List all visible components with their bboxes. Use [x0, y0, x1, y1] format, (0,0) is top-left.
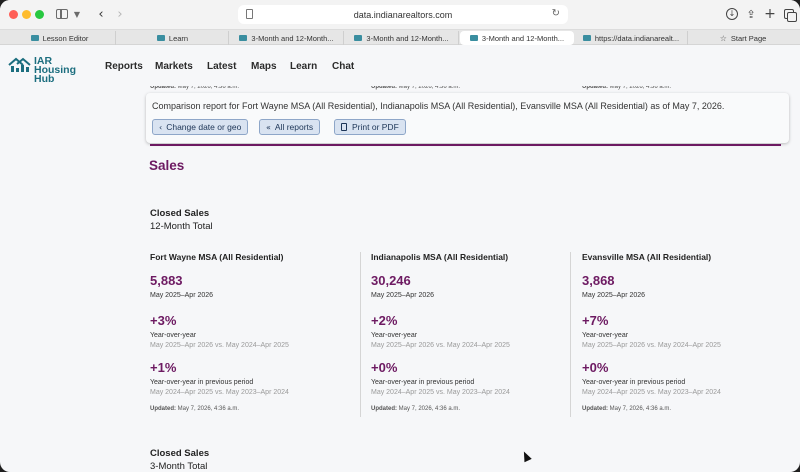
- updated-note: Updated: May 7, 2026, 4:36 a.m.: [150, 406, 240, 412]
- site-favicon-icon: [582, 35, 591, 41]
- reload-icon[interactable]: ↻: [551, 8, 560, 19]
- yoy-label: Year-over-year: [371, 332, 418, 339]
- yoy-prev-label: Year-over-year in previous period: [150, 379, 254, 386]
- nav-learn[interactable]: Learn: [290, 61, 318, 72]
- logo-text: IAR Housing Hub: [34, 55, 76, 85]
- share-icon[interactable]: ⇪: [746, 7, 756, 21]
- browser-toolbar: ▼ ‹ › data.indianarealtors.com ↻ ↓ ⇪ +: [0, 0, 800, 29]
- metric-subtitle: 3-Month Total: [150, 461, 208, 472]
- nav-markets[interactable]: Markets: [155, 61, 193, 72]
- yoy-compare: May 2025–Apr 2026 vs. May 2024–Apr 2025: [150, 342, 289, 349]
- site-favicon-icon: [156, 35, 165, 41]
- updated-note: Updated: May 7, 2026, 4:36 a.m.: [371, 86, 461, 90]
- nav-latest[interactable]: Latest: [207, 61, 237, 72]
- yoy-label: Year-over-year: [150, 332, 197, 339]
- site-favicon-icon: [30, 35, 39, 41]
- page-icon: [246, 9, 253, 19]
- updated-note: Updated: May 7, 2026, 4:36 a.m.: [582, 406, 672, 412]
- geo-name: Indianapolis MSA (All Residential): [371, 252, 509, 262]
- yoy-prev-value: +0%: [371, 360, 398, 375]
- chevron-left-icon: ‹: [159, 122, 163, 132]
- yoy-value: +2%: [371, 313, 398, 328]
- tab-start-page[interactable]: ☆ Start Page: [719, 33, 767, 43]
- metric-title: Closed Sales: [150, 208, 210, 219]
- yoy-prev-value: +0%: [582, 360, 609, 375]
- site-favicon-icon: [354, 35, 363, 41]
- chevron-down-icon[interactable]: ▼: [73, 9, 81, 19]
- metric-period: May 2025–Apr 2026: [371, 292, 435, 299]
- metric-column-indianapolis: Indianapolis MSA (All Residential) 30,24…: [371, 252, 571, 417]
- sidebar-toggle-icon[interactable]: [55, 6, 69, 22]
- site-favicon-icon: [239, 35, 248, 41]
- yoy-prev-label: Year-over-year in previous period: [582, 379, 686, 386]
- close-window-button[interactable]: [9, 10, 18, 19]
- yoy-prev-compare: May 2024–Apr 2025 vs. May 2023–Apr 2024: [371, 389, 510, 396]
- back-arrow-icon[interactable]: ‹: [98, 6, 104, 22]
- change-date-geo-button[interactable]: ‹ Change date or geo: [152, 119, 249, 135]
- tab-overview-icon[interactable]: [783, 6, 797, 22]
- tab-report-2[interactable]: 3-Month and 12-Month...: [345, 31, 459, 45]
- metric-column-fort-wayne: Fort Wayne MSA (All Residential) 5,883 M…: [150, 252, 350, 417]
- address-text: data.indianarealtors.com: [353, 9, 453, 20]
- geo-name: Evansville MSA (All Residential): [582, 252, 712, 262]
- yoy-label: Year-over-year: [582, 332, 629, 339]
- double-chevron-left-icon: «: [266, 122, 271, 132]
- metric-value: 30,246: [371, 273, 411, 288]
- house-logo-icon: [8, 57, 31, 72]
- maximize-window-button[interactable]: [35, 10, 44, 19]
- column-divider: [570, 252, 571, 417]
- yoy-compare: May 2025–Apr 2026 vs. May 2024–Apr 2025: [582, 342, 721, 349]
- minimize-window-button[interactable]: [22, 10, 31, 19]
- site-favicon-icon: [469, 35, 478, 41]
- print-pdf-button[interactable]: Print or PDF: [334, 119, 406, 135]
- metric-period: May 2025–Apr 2026: [582, 292, 646, 299]
- tab-report-1[interactable]: 3-Month and 12-Month...: [230, 31, 344, 45]
- yoy-value: +3%: [150, 313, 177, 328]
- report-content: Updated: May 7, 2026, 4:36 a.m. Updated:…: [0, 86, 800, 472]
- tab-learn[interactable]: Learn: [117, 31, 229, 45]
- download-icon[interactable]: ↓: [725, 6, 739, 22]
- new-tab-icon[interactable]: +: [764, 6, 776, 22]
- geo-name: Fort Wayne MSA (All Residential): [150, 252, 284, 262]
- updated-note: Updated: May 7, 2026, 4:36 a.m.: [150, 86, 240, 90]
- comparison-card: Comparison report for Fort Wayne MSA (Al…: [146, 93, 789, 143]
- forward-arrow-icon[interactable]: ›: [117, 6, 123, 22]
- yoy-prev-compare: May 2024–Apr 2025 vs. May 2023–Apr 2024: [582, 389, 721, 396]
- yoy-prev-label: Year-over-year in previous period: [371, 379, 475, 386]
- nav-reports[interactable]: Reports: [105, 61, 143, 72]
- comparison-text: Comparison report for Fort Wayne MSA (Al…: [152, 101, 725, 111]
- metric-value: 5,883: [150, 273, 183, 288]
- site-logo[interactable]: IAR Housing Hub: [8, 54, 90, 84]
- nav-maps[interactable]: Maps: [251, 61, 277, 72]
- yoy-prev-value: +1%: [150, 360, 177, 375]
- tab-report-active[interactable]: 3-Month and 12-Month...: [460, 31, 574, 45]
- site-header: IAR Housing Hub Reports Markets Latest M…: [0, 46, 800, 86]
- document-icon: [341, 123, 347, 131]
- column-divider: [360, 252, 361, 417]
- updated-note: Updated: May 7, 2026, 4:36 a.m.: [371, 406, 461, 412]
- yoy-prev-compare: May 2024–Apr 2025 vs. May 2023–Apr 2024: [150, 389, 289, 396]
- tab-lesson-editor[interactable]: Lesson Editor: [4, 31, 116, 45]
- yoy-compare: May 2025–Apr 2026 vs. May 2024–Apr 2025: [371, 342, 510, 349]
- tab-data-url[interactable]: https://data.indianarealt...: [575, 31, 688, 45]
- address-bar[interactable]: data.indianarealtors.com ↻: [238, 5, 568, 24]
- yoy-value: +7%: [582, 313, 609, 328]
- metric-value: 3,868: [582, 273, 615, 288]
- section-rule: [150, 144, 781, 146]
- star-icon: ☆: [719, 33, 727, 43]
- metric-title: Closed Sales: [150, 448, 210, 459]
- section-heading: Sales: [149, 158, 185, 173]
- nav-chat[interactable]: Chat: [332, 61, 355, 72]
- tab-strip: Lesson Editor Learn 3-Month and 12-Month…: [0, 29, 800, 45]
- metric-period: May 2025–Apr 2026: [150, 292, 214, 299]
- metric-column-evansville: Evansville MSA (All Residential) 3,868 M…: [582, 252, 782, 417]
- all-reports-button[interactable]: «All reports: [259, 119, 321, 135]
- updated-note: Updated: May 7, 2026, 4:36 a.m.: [582, 86, 672, 90]
- metric-subtitle: 12-Month Total: [150, 221, 213, 232]
